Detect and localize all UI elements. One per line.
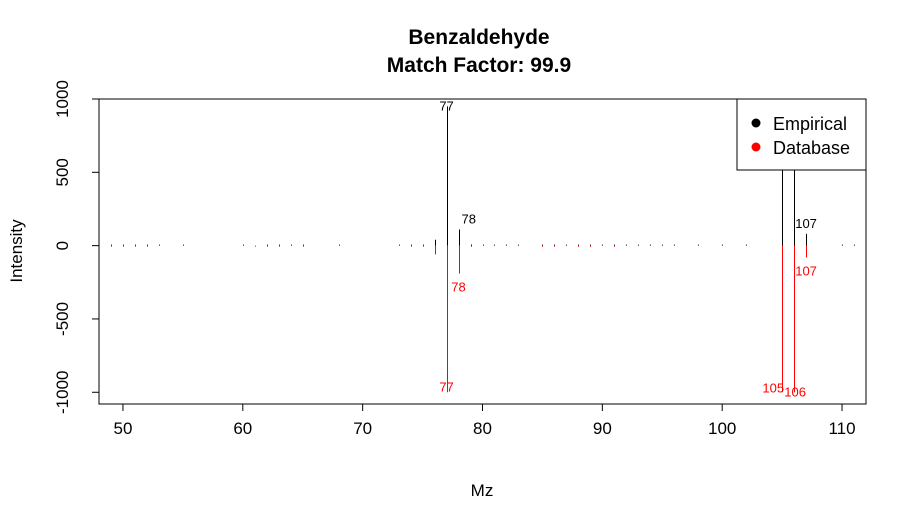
legend-marker-empirical <box>751 118 761 128</box>
peak-label-database: 77 <box>439 379 453 394</box>
x-tick-label: 80 <box>473 419 492 438</box>
y-axis-label: Intensity <box>7 219 26 283</box>
y-axis: -1000 -500 0 500 1000 <box>53 80 100 414</box>
peak-label-database: 107 <box>795 263 817 278</box>
x-tick-label: 70 <box>353 419 372 438</box>
x-tick-label: 100 <box>708 419 736 438</box>
peak-label-database: 105 <box>762 380 784 395</box>
peak-label-database: 78 <box>451 279 465 294</box>
chart-title: Benzaldehyde <box>408 26 549 49</box>
peak-labels: 77 78 107 78 107 77 105 106 <box>439 98 817 399</box>
x-tick-label: 90 <box>593 419 612 438</box>
peak-label-database: 106 <box>784 384 806 399</box>
x-tick-label: 50 <box>114 419 133 438</box>
y-tick-label: 0 <box>53 241 72 250</box>
y-tick-label: 500 <box>53 158 72 186</box>
peak-label-empirical: 77 <box>439 98 453 113</box>
chart-subtitle: Match Factor: 99.9 <box>387 54 571 77</box>
x-tick-label: 60 <box>233 419 252 438</box>
legend-box <box>736 98 867 171</box>
y-tick-label: 1000 <box>53 80 72 118</box>
legend-label-empirical: Empirical <box>773 114 847 134</box>
legend-marker-database <box>751 142 761 152</box>
legend: Empirical Database <box>736 98 867 171</box>
x-tick-label: 110 <box>828 419 855 438</box>
x-axis: 50 60 70 80 90 100 110 <box>114 403 856 438</box>
y-tick-label: -500 <box>53 302 72 336</box>
peak-label-empirical: 78 <box>462 212 476 227</box>
peak-label-empirical: 107 <box>795 216 817 231</box>
y-tick-label: -1000 <box>53 371 72 414</box>
legend-label-database: Database <box>773 138 850 158</box>
spectrum-bars <box>111 99 855 393</box>
x-axis-label: Mz <box>471 481 494 500</box>
